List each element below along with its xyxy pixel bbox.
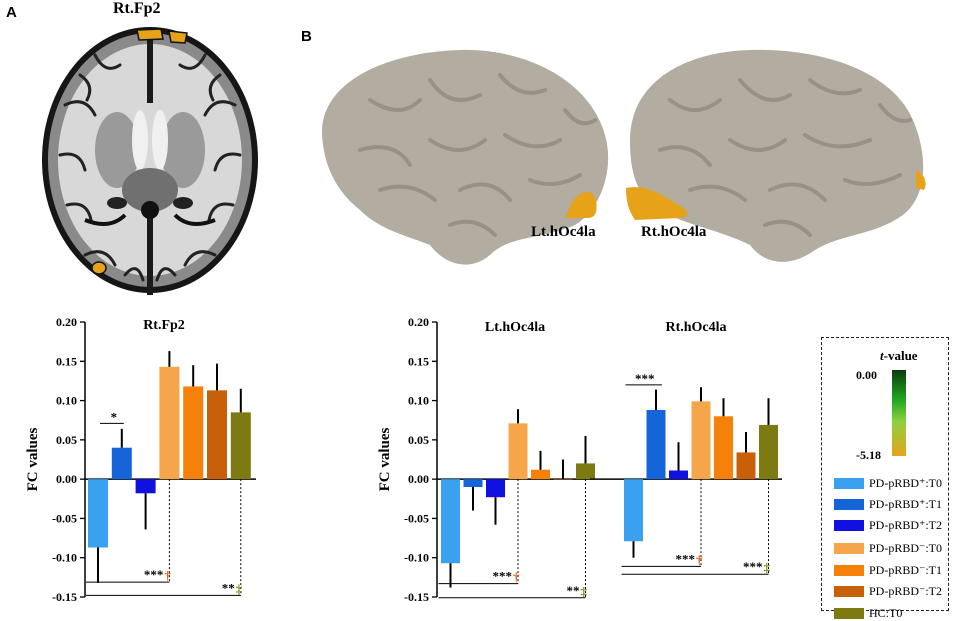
bar bbox=[646, 410, 666, 480]
bar bbox=[183, 386, 204, 480]
bar bbox=[553, 479, 573, 480]
colorbar-max-label: 0.00 bbox=[856, 368, 877, 382]
chart-title: Rt.hOc4la bbox=[665, 320, 726, 335]
y-tick-label: 0.15 bbox=[56, 354, 77, 368]
bar bbox=[441, 479, 460, 564]
y-tick-label: 0.05 bbox=[408, 433, 429, 447]
y-tick-label: 0.05 bbox=[56, 433, 77, 447]
y-tick-label: 0.15 bbox=[408, 354, 429, 368]
bar bbox=[691, 401, 711, 480]
bar bbox=[230, 412, 251, 480]
right-hemisphere bbox=[630, 49, 924, 262]
bar bbox=[669, 470, 688, 480]
sig-stars: *** bbox=[144, 567, 164, 582]
legend-item: PD-pRBD⁻:T2 bbox=[834, 584, 942, 598]
legend-swatch bbox=[834, 477, 864, 489]
legend-swatch bbox=[834, 607, 864, 619]
panel-letter-b: B bbox=[301, 28, 312, 45]
bar bbox=[736, 452, 756, 480]
y-tick-label: 0.20 bbox=[408, 315, 429, 329]
axial-region-label: Rt.Fp2 bbox=[113, 0, 161, 17]
chart-title: Rt.Fp2 bbox=[143, 318, 185, 333]
chart-hoc4la: 0.20 0.15 0.10 0.05 0.00 -0.05 -0.10 -0.15 FC va… bbox=[377, 315, 782, 604]
bar bbox=[135, 479, 156, 494]
legend-item: PD-pRBD⁺:T0 bbox=[834, 476, 942, 490]
panel-letter-a: A bbox=[6, 4, 17, 21]
sig-mark: † bbox=[513, 570, 520, 585]
chart-title: Lt.hOc4la bbox=[485, 320, 545, 335]
y-tick-label: 0.10 bbox=[56, 394, 77, 408]
sig-mark: ‡ bbox=[236, 581, 243, 596]
legend-label: PD-pRBD⁻:T0 bbox=[869, 540, 943, 555]
legend-label: HC:T0 bbox=[869, 605, 903, 620]
legend-swatch bbox=[834, 519, 864, 531]
bar bbox=[714, 416, 733, 480]
bar bbox=[508, 423, 528, 480]
sig-mark: ‡ bbox=[581, 584, 588, 599]
right-surface-label: Rt.hOc4la bbox=[641, 224, 707, 240]
y-tick-label: -0.05 bbox=[52, 511, 77, 525]
y-tick-label: -0.15 bbox=[52, 590, 77, 604]
legend-swatch bbox=[834, 498, 864, 510]
y-tick-label: 0.00 bbox=[56, 472, 77, 486]
colorbar-title: t-value bbox=[880, 348, 918, 363]
y-axis-label: FC values bbox=[25, 427, 41, 491]
y-tick-label: -0.10 bbox=[52, 551, 77, 565]
sig-stars: ** bbox=[222, 580, 235, 595]
legend-swatch bbox=[834, 542, 864, 554]
sig-stars: *** bbox=[743, 559, 763, 574]
legend-item: HC:T0 bbox=[834, 606, 902, 620]
chart-rt-fp2: 0.20 0.15 0.10 0.05 0.00 -0.05 -0.10 -0.15 FC va… bbox=[25, 315, 256, 604]
legend-item: PD-pRBD⁺:T1 bbox=[834, 497, 942, 511]
bar bbox=[624, 479, 643, 542]
sig-mark: † bbox=[696, 552, 703, 567]
sig-stars: ** bbox=[567, 583, 580, 598]
sig-mark: ‡ bbox=[764, 560, 771, 575]
axial-brain-image bbox=[25, 15, 275, 300]
legend-item: PD-pRBD⁻:T0 bbox=[834, 541, 942, 555]
cortical-surfaces-image bbox=[321, 49, 926, 265]
bar bbox=[207, 390, 227, 480]
bar bbox=[111, 447, 132, 480]
colorbar-min-label: -5.18 bbox=[856, 448, 881, 462]
legend-item: PD-pRBD⁻:T1 bbox=[834, 563, 942, 577]
bar bbox=[88, 479, 108, 548]
legend-swatch bbox=[834, 564, 864, 576]
legend-item: PD-pRBD⁺:T2 bbox=[834, 518, 942, 532]
sig-stars: *** bbox=[635, 371, 655, 386]
colorbar bbox=[892, 370, 906, 456]
legend-label: PD-pRBD⁻:T2 bbox=[869, 583, 943, 598]
legend-label: PD-pRBD⁺:T2 bbox=[869, 517, 943, 532]
bar bbox=[159, 366, 180, 480]
legend: t-value 0.00 -5.18 PD-pRBD⁺:T0 PD-pRBD⁺:T… bbox=[821, 337, 949, 620]
y-tick-label: 0.10 bbox=[408, 394, 429, 408]
bar bbox=[576, 463, 595, 480]
sig-stars: *** bbox=[493, 569, 513, 584]
left-surface-label: Lt.hOc4la bbox=[531, 224, 596, 240]
bar bbox=[486, 479, 505, 498]
left-hemisphere bbox=[321, 49, 609, 265]
legend-label: PD-pRBD⁺:T0 bbox=[869, 475, 943, 490]
bar bbox=[759, 424, 778, 480]
y-tick-label: -0.10 bbox=[404, 551, 429, 565]
sig-stars: * bbox=[111, 409, 118, 424]
bar bbox=[463, 479, 483, 487]
y-tick-label: -0.05 bbox=[404, 511, 429, 525]
y-tick-label: 0.20 bbox=[56, 315, 77, 329]
legend-label: PD-pRBD⁻:T1 bbox=[869, 562, 943, 577]
sig-mark: † bbox=[164, 568, 171, 583]
y-axis-label: FC values bbox=[377, 427, 393, 491]
bar bbox=[531, 469, 550, 480]
legend-label: PD-pRBD⁺:T1 bbox=[869, 496, 943, 511]
y-tick-label: 0.00 bbox=[408, 472, 429, 486]
y-tick-label: -0.15 bbox=[404, 590, 429, 604]
legend-swatch bbox=[834, 585, 864, 597]
sig-stars: *** bbox=[676, 551, 696, 566]
